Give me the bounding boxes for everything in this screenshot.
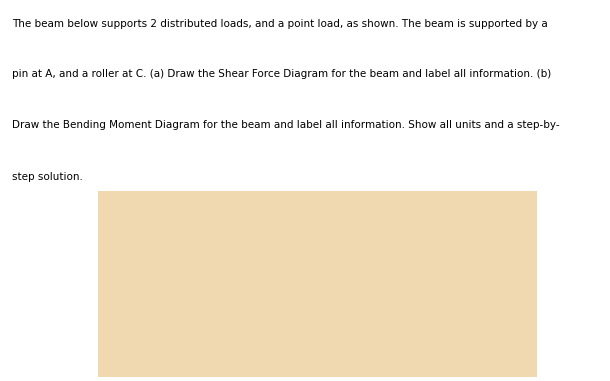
- Text: 8 m: 8 m: [390, 335, 411, 344]
- Text: 4 kN: 4 kN: [324, 321, 350, 331]
- Text: 250 N/m: 250 N/m: [197, 252, 245, 262]
- Text: 8 m: 8 m: [223, 335, 245, 344]
- Text: x: x: [196, 300, 203, 310]
- Text: The beam below supports 2 distributed loads, and a point load, as shown. The bea: The beam below supports 2 distributed lo…: [12, 19, 548, 29]
- Polygon shape: [142, 293, 159, 305]
- Text: Draw the Bending Moment Diagram for the beam and label all information. Show all: Draw the Bending Moment Diagram for the …: [12, 120, 560, 130]
- Text: pin at A, and a roller at C. (a) Draw the Shear Force Diagram for the beam and l: pin at A, and a roller at C. (a) Draw th…: [12, 69, 551, 79]
- Bar: [150, 288, 484, 293]
- Circle shape: [489, 307, 498, 313]
- Circle shape: [470, 307, 479, 313]
- Polygon shape: [475, 293, 493, 305]
- Bar: [126, 305, 174, 314]
- Text: A: A: [137, 285, 145, 298]
- Text: 500 N/m: 500 N/m: [359, 234, 407, 244]
- Bar: [460, 313, 508, 320]
- Text: step solution.: step solution.: [12, 172, 83, 182]
- Bar: [464, 305, 504, 307]
- Text: C: C: [487, 285, 497, 298]
- Circle shape: [479, 307, 489, 313]
- Text: B: B: [321, 296, 329, 309]
